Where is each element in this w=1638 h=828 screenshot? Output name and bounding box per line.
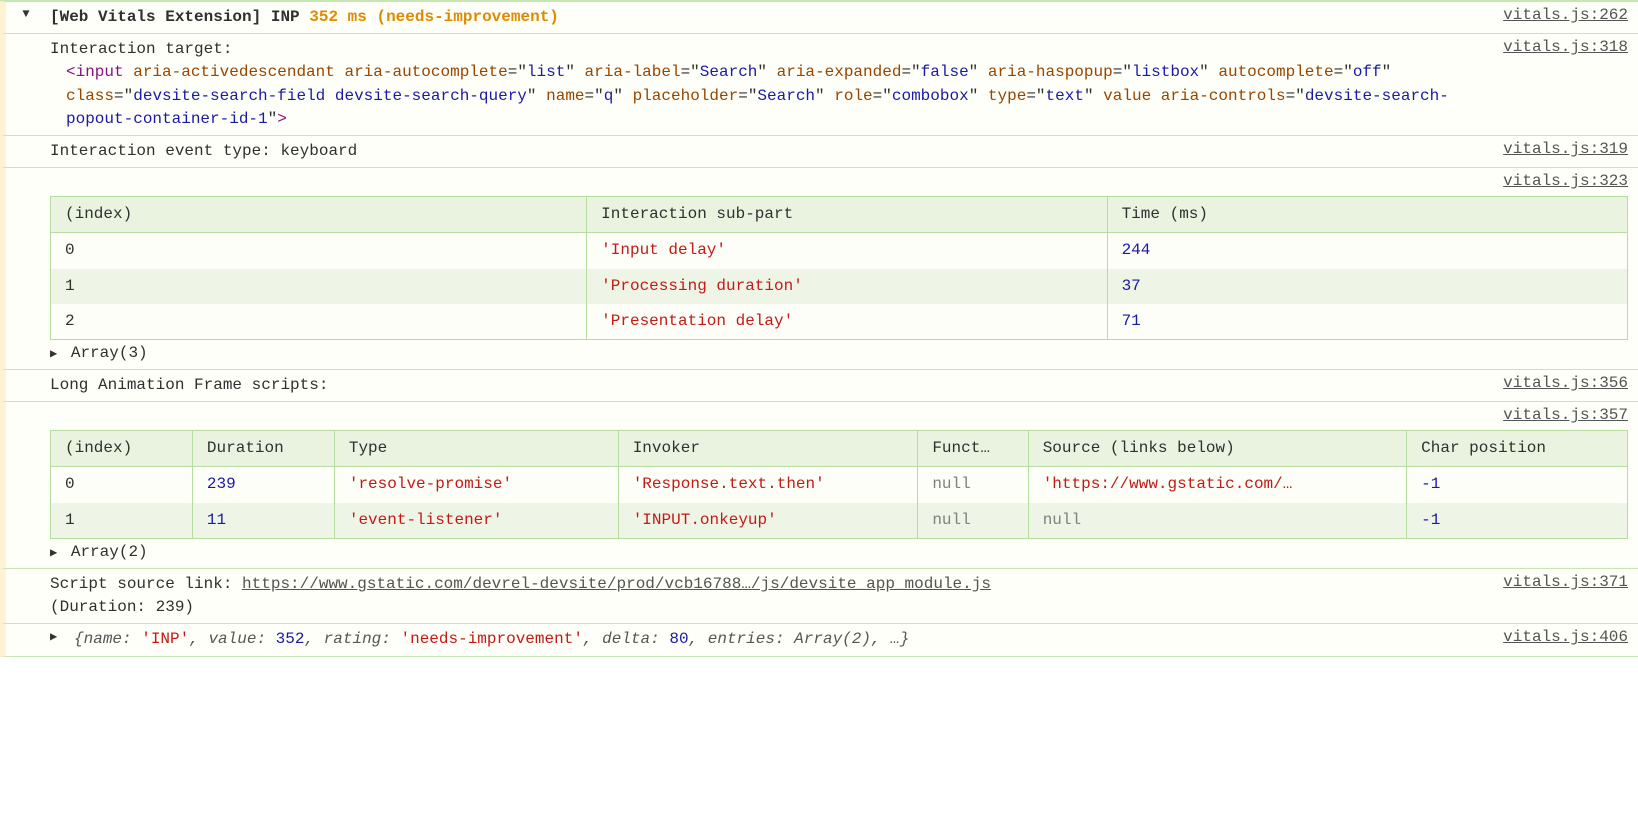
table-cell: 37 xyxy=(1107,269,1627,304)
log-row-table1: (index)Interaction sub-partTime (ms)0'In… xyxy=(0,194,1638,369)
table-cell: 1 xyxy=(51,269,587,304)
table1-footer: Array(3) xyxy=(71,344,148,362)
table-cell: 244 xyxy=(1107,233,1627,269)
script-source-label: Script source link: xyxy=(50,575,242,593)
disclosure-down-icon[interactable]: ▼ xyxy=(22,7,33,21)
table-cell: null xyxy=(1028,503,1406,539)
log-row-laf: Long Animation Frame scripts: vitals.js:… xyxy=(0,369,1638,401)
table-cell: 'INPUT.onkeyup' xyxy=(618,503,918,539)
script-source-url[interactable]: https://www.gstatic.com/devrel-devsite/p… xyxy=(242,575,991,593)
table-row: 0239'resolve-promise''Response.text.then… xyxy=(51,467,1628,503)
script-source-duration: (Duration: 239) xyxy=(50,596,1483,619)
target-label: Interaction target: xyxy=(50,38,1483,61)
table-row: 2'Presentation delay'71 xyxy=(51,304,1628,340)
log-row-event-type: Interaction event type: keyboard vitals.… xyxy=(0,135,1638,167)
target-html: <input aria-activedescendant aria-autoco… xyxy=(50,61,1483,131)
table-cell: null xyxy=(918,467,1028,503)
source-link[interactable]: vitals.js:371 xyxy=(1503,573,1628,591)
laf-label: Long Animation Frame scripts: xyxy=(50,374,1483,397)
table-cell: 'Presentation delay' xyxy=(587,304,1107,340)
obj-summary-text[interactable]: {name: 'INP', value: 352, rating: 'needs… xyxy=(74,628,1483,651)
table-header: Interaction sub-part xyxy=(587,197,1107,233)
table-row: 0'Input delay'244 xyxy=(51,233,1628,269)
table-header: Char position xyxy=(1407,431,1628,467)
table-header: Invoker xyxy=(618,431,918,467)
source-link[interactable]: vitals.js:406 xyxy=(1503,628,1628,646)
table-cell: 11 xyxy=(192,503,334,539)
table-row: 1'Processing duration'37 xyxy=(51,269,1628,304)
header-prefix: [Web Vitals Extension] INP xyxy=(50,8,300,26)
table-cell: 'resolve-promise' xyxy=(334,467,618,503)
source-link[interactable]: vitals.js:262 xyxy=(1503,6,1628,24)
disclosure-right-icon[interactable]: ▶ xyxy=(50,629,61,644)
laf-scripts-table: (index)DurationTypeInvokerFunct…Source (… xyxy=(50,430,1628,539)
table-cell: 1 xyxy=(51,503,193,539)
source-link[interactable]: vitals.js:357 xyxy=(1503,406,1628,424)
table-header: Time (ms) xyxy=(1107,197,1627,233)
table-cell: 'Input delay' xyxy=(587,233,1107,269)
log-row-table1-src: vitals.js:323 xyxy=(0,167,1638,194)
table-header: Funct… xyxy=(918,431,1028,467)
table-cell: 0 xyxy=(51,233,587,269)
log-row-table2: (index)DurationTypeInvokerFunct…Source (… xyxy=(0,428,1638,568)
table-cell: 'Processing duration' xyxy=(587,269,1107,304)
event-type-text: Interaction event type: keyboard xyxy=(50,140,1483,163)
table-cell: 2 xyxy=(51,304,587,340)
table-cell: null xyxy=(918,503,1028,539)
log-row-obj-summary: ▶ {name: 'INP', value: 352, rating: 'nee… xyxy=(0,623,1638,656)
table2-footer: Array(2) xyxy=(71,543,148,561)
table-cell: -1 xyxy=(1407,503,1628,539)
source-link[interactable]: vitals.js:319 xyxy=(1503,140,1628,158)
table-cell: 71 xyxy=(1107,304,1627,340)
table-cell: 'https://www.gstatic.com/… xyxy=(1028,467,1406,503)
table-cell: 239 xyxy=(192,467,334,503)
log-row-script-source: Script source link: https://www.gstatic.… xyxy=(0,568,1638,623)
log-row-header: ▼ [Web Vitals Extension] INP 352 ms (nee… xyxy=(0,1,1638,33)
header-metric: 352 ms (needs-improvement) xyxy=(309,8,559,26)
source-link[interactable]: vitals.js:318 xyxy=(1503,38,1628,56)
table-cell: 'event-listener' xyxy=(334,503,618,539)
table-header: (index) xyxy=(51,197,587,233)
table-header: Type xyxy=(334,431,618,467)
table-header: Duration xyxy=(192,431,334,467)
source-link[interactable]: vitals.js:323 xyxy=(1503,172,1628,190)
table-header: Source (links below) xyxy=(1028,431,1406,467)
console-group: ▼ [Web Vitals Extension] INP 352 ms (nee… xyxy=(0,0,1638,657)
disclosure-right-icon[interactable]: ▶ xyxy=(50,546,61,560)
table-cell: -1 xyxy=(1407,467,1628,503)
disclosure-right-icon[interactable]: ▶ xyxy=(50,347,61,361)
interaction-subpart-table: (index)Interaction sub-partTime (ms)0'In… xyxy=(50,196,1628,340)
log-row-table2-src: vitals.js:357 xyxy=(0,401,1638,428)
table-row: 111'event-listener''INPUT.onkeyup'nullnu… xyxy=(51,503,1628,539)
table-cell: 'Response.text.then' xyxy=(618,467,918,503)
table-header: (index) xyxy=(51,431,193,467)
source-link[interactable]: vitals.js:356 xyxy=(1503,374,1628,392)
table-cell: 0 xyxy=(51,467,193,503)
log-row-target: Interaction target: <input aria-activede… xyxy=(0,33,1638,135)
